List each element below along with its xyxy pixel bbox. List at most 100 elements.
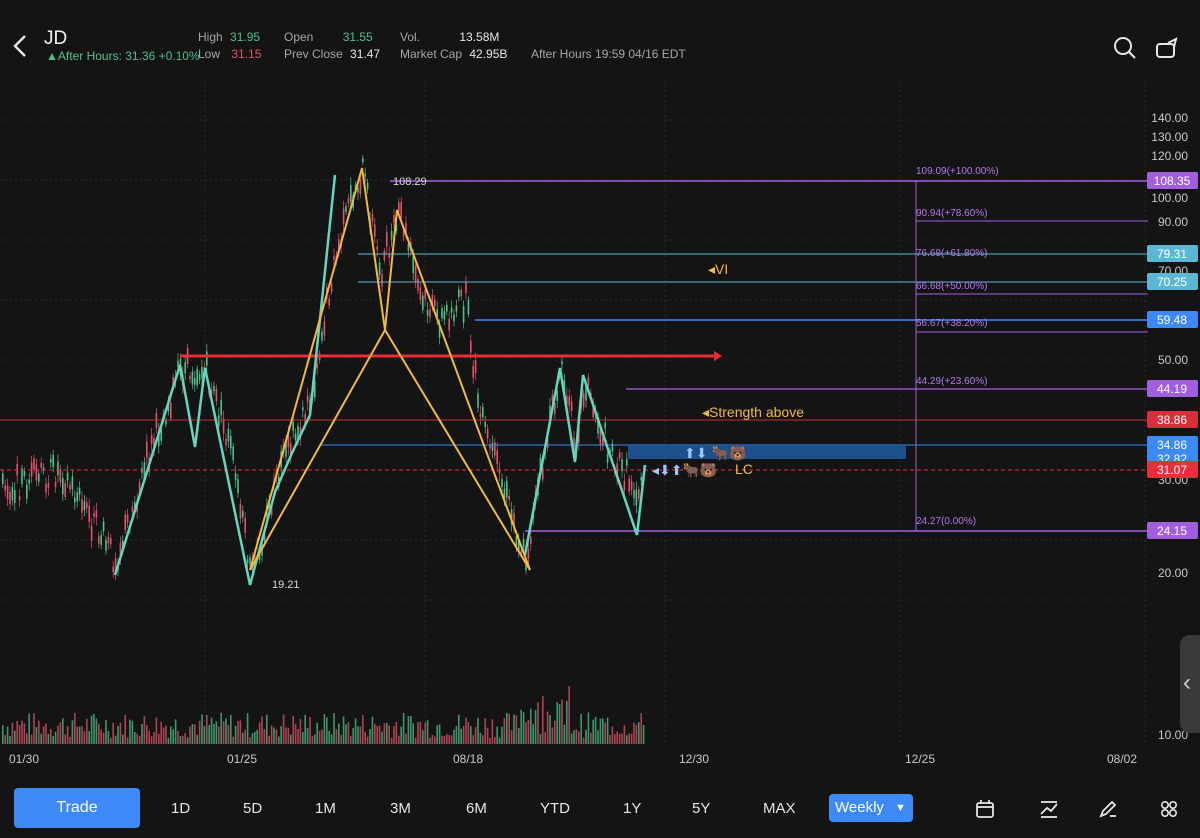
period-1m[interactable]: 1M bbox=[315, 800, 336, 817]
prev-close-value: 31.47 bbox=[350, 47, 381, 61]
volume-bar bbox=[525, 722, 527, 744]
y-tick-label: 90.00 bbox=[1158, 215, 1188, 229]
volume-bar bbox=[434, 736, 436, 744]
candle-body bbox=[570, 401, 573, 411]
volume-bar bbox=[592, 719, 594, 744]
annotation-vi: ◂VI bbox=[708, 261, 728, 277]
signal-arrows-icon-2: ◂⬇⬆🐂🐻 bbox=[652, 461, 718, 479]
candle-body bbox=[134, 502, 136, 508]
volume-bar bbox=[93, 713, 95, 744]
trade-button[interactable]: Trade bbox=[14, 788, 140, 828]
period-3m[interactable]: 3M bbox=[390, 800, 411, 817]
candle-body bbox=[165, 420, 167, 425]
volume-bar bbox=[462, 725, 465, 744]
candle-body bbox=[602, 438, 604, 446]
period-1d[interactable]: 1D bbox=[171, 800, 191, 817]
candle-body bbox=[244, 517, 246, 533]
candle-body bbox=[448, 319, 450, 331]
period-6m[interactable]: 6M bbox=[466, 800, 487, 817]
candle-body bbox=[122, 540, 124, 549]
candle-body bbox=[114, 558, 117, 575]
volume-bar bbox=[590, 732, 592, 744]
volume-bar bbox=[2, 725, 4, 744]
volume-bar bbox=[210, 717, 213, 744]
candle-body bbox=[501, 479, 503, 488]
candle-body bbox=[239, 503, 242, 519]
volume-bar bbox=[78, 726, 81, 744]
volume-bar bbox=[302, 732, 304, 744]
price-chart[interactable]: 140.00130.00120.00100.0090.0070.0050.003… bbox=[0, 80, 1200, 770]
volume-bar bbox=[508, 713, 510, 744]
volume-bar bbox=[160, 721, 162, 744]
candle-body bbox=[640, 476, 642, 481]
volume-bar bbox=[381, 731, 383, 744]
volume-bar bbox=[390, 737, 393, 744]
volume-bar bbox=[501, 726, 503, 744]
price-badge bbox=[1147, 461, 1198, 478]
candle-body bbox=[321, 331, 323, 341]
candle-body bbox=[599, 429, 602, 446]
indicator-icon[interactable] bbox=[1038, 798, 1060, 820]
candle-body bbox=[155, 413, 158, 429]
harmonic-pattern-cyan-2 bbox=[523, 367, 647, 556]
volume-bar bbox=[64, 734, 66, 744]
volume-bar bbox=[198, 720, 201, 744]
candle-body bbox=[542, 467, 544, 480]
volume-bar bbox=[496, 726, 498, 744]
volume-bar bbox=[417, 721, 419, 744]
candle-body bbox=[386, 232, 388, 247]
volume-bar bbox=[167, 737, 170, 744]
candle-body bbox=[218, 415, 220, 427]
volume-bar bbox=[395, 721, 398, 744]
candle-body bbox=[402, 230, 405, 237]
volume-bar bbox=[146, 725, 148, 744]
volume-bar bbox=[177, 731, 179, 744]
candle-body bbox=[434, 299, 436, 307]
back-icon[interactable] bbox=[10, 33, 32, 59]
period-max[interactable]: MAX bbox=[763, 800, 796, 817]
volume-bar bbox=[249, 737, 251, 744]
volume-bar bbox=[503, 718, 506, 744]
draw-icon[interactable] bbox=[1097, 798, 1119, 820]
candle-body bbox=[424, 289, 426, 299]
volume-bar bbox=[594, 716, 597, 744]
period-1y[interactable]: 1Y bbox=[623, 800, 642, 817]
volume-bar bbox=[405, 733, 407, 744]
volume-bar bbox=[69, 736, 71, 744]
fib-label: 76.69(+61.80%) bbox=[916, 248, 987, 259]
candle-body bbox=[232, 446, 234, 461]
period-ytd[interactable]: YTD bbox=[540, 800, 570, 817]
candle-body bbox=[306, 395, 309, 403]
candle-body bbox=[568, 396, 570, 406]
volume-bar bbox=[76, 726, 78, 744]
volume-bar bbox=[354, 718, 357, 744]
volume-bar bbox=[215, 721, 218, 744]
volume-bar bbox=[83, 731, 86, 744]
candle-body bbox=[28, 479, 30, 484]
interval-select[interactable]: Weekly ▼ bbox=[829, 794, 913, 822]
candle-body bbox=[458, 289, 460, 298]
period-5y[interactable]: 5Y bbox=[692, 800, 711, 817]
volume-bar bbox=[383, 723, 386, 744]
supply-zone bbox=[628, 445, 906, 459]
volume-bar bbox=[234, 725, 237, 744]
grid-icon[interactable] bbox=[1158, 798, 1180, 820]
candle-body bbox=[417, 278, 419, 291]
volume-bar bbox=[318, 730, 321, 744]
volume-bar bbox=[640, 713, 642, 744]
candle-body bbox=[345, 206, 347, 212]
share-icon[interactable] bbox=[1154, 35, 1180, 61]
market-cap-value: 42.95B bbox=[469, 47, 508, 61]
candle-body bbox=[362, 158, 364, 163]
volume-bar bbox=[38, 720, 40, 744]
volume-bar bbox=[213, 723, 215, 744]
side-panel-toggle[interactable]: ‹ bbox=[1180, 635, 1200, 733]
period-5d[interactable]: 5D bbox=[243, 800, 263, 817]
search-icon[interactable] bbox=[1112, 35, 1138, 61]
volume-bar bbox=[172, 729, 174, 744]
volume-bar bbox=[42, 726, 45, 744]
calendar-icon[interactable] bbox=[974, 798, 996, 820]
volume-bar bbox=[28, 713, 30, 744]
candle-body bbox=[220, 399, 222, 416]
candle-body bbox=[102, 521, 105, 532]
